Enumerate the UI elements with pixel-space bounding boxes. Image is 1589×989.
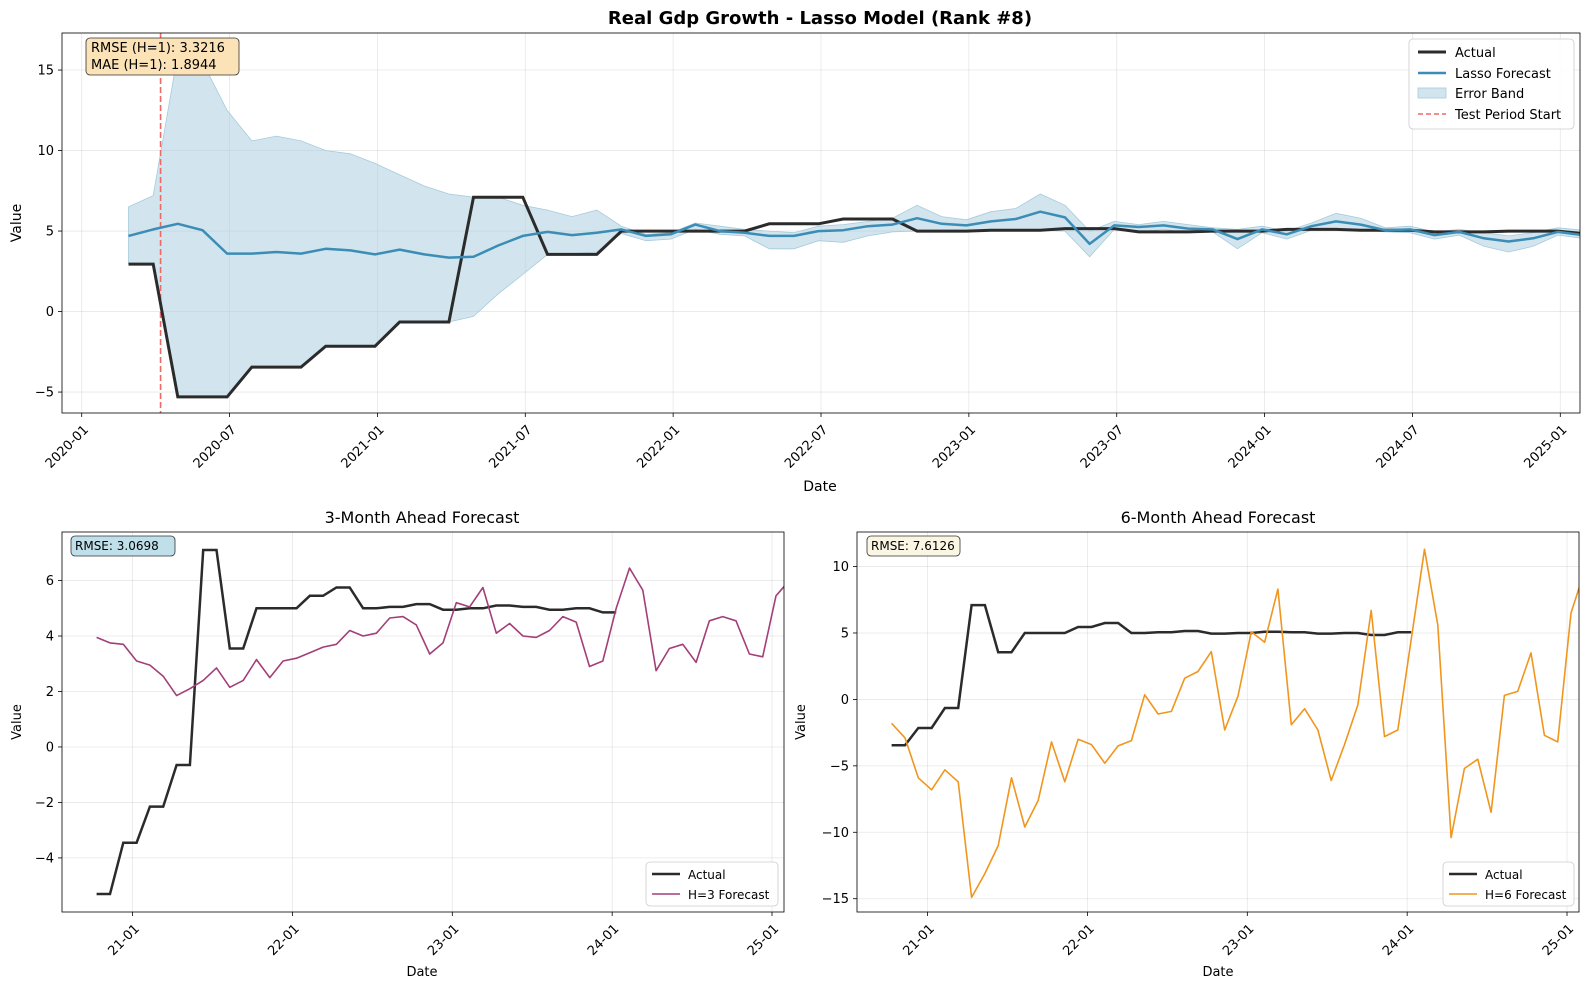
lasso-forecast-line bbox=[128, 210, 1580, 259]
h6-metrics-box: RMSE: 7.6126 bbox=[866, 535, 961, 557]
h3-y-label: Value bbox=[10, 704, 25, 740]
legend-test-start-label: Test Period Start bbox=[1454, 108, 1561, 123]
h6-legend-actual-label: Actual bbox=[1485, 868, 1523, 882]
main-y-tick-label: 5 bbox=[46, 225, 54, 240]
h6-actual-series-line bbox=[891, 603, 1412, 747]
h3-chart: 3-Month Ahead Forecast 21-01 22-01 23-01 24… bbox=[10, 508, 785, 980]
main-metrics-rmse: RMSE (H=1): 3.3216 bbox=[91, 41, 225, 56]
main-y-tick-label: −5 bbox=[35, 386, 54, 401]
h6-lines bbox=[891, 548, 1579, 899]
main-y-tick-label: 0 bbox=[46, 305, 54, 320]
h3-lines bbox=[96, 548, 784, 896]
main-lines bbox=[128, 33, 1580, 413]
h6-x-label: Date bbox=[1202, 965, 1233, 980]
main-error-band bbox=[128, 53, 1580, 398]
h6-legend: Actual H=6 Forecast bbox=[1442, 861, 1575, 907]
actual-series-line bbox=[128, 195, 1580, 399]
main-metrics-mae: MAE (H=1): 1.8944 bbox=[91, 58, 217, 73]
h6-metrics-rmse: RMSE: 7.6126 bbox=[871, 539, 955, 553]
h3-y-tick-label: 4 bbox=[46, 630, 54, 645]
legend-band-label: Error Band bbox=[1455, 87, 1524, 102]
h6-legend-forecast-label: H=6 Forecast bbox=[1485, 888, 1567, 902]
main-metrics-box-bg bbox=[85, 37, 240, 76]
h3-title: 3-Month Ahead Forecast bbox=[325, 508, 520, 527]
h6-y-tick-label: 0 bbox=[841, 693, 849, 708]
h3-actual-series-line bbox=[96, 548, 617, 896]
h3-x-label: Date bbox=[406, 965, 437, 980]
h6-grid bbox=[857, 532, 1579, 912]
h3-y-tick-label: 6 bbox=[46, 574, 54, 589]
h6-y-label: Value bbox=[794, 704, 809, 740]
h3-y-tick-label: 2 bbox=[46, 685, 54, 700]
h6-metrics-box-bg bbox=[866, 535, 961, 557]
main-y-tick-label: 10 bbox=[37, 144, 54, 159]
h3-legend: Actual H=3 Forecast bbox=[645, 861, 779, 907]
h6-forecast-line bbox=[891, 548, 1579, 899]
main-title: Real Gdp Growth - Lasso Model (Rank #8) bbox=[608, 8, 1032, 29]
h3-legend-actual-label: Actual bbox=[688, 868, 726, 882]
h6-y-tick-label: −10 bbox=[822, 826, 849, 841]
h6-axes-frame bbox=[856, 531, 1580, 913]
h6-y-tick-label: −15 bbox=[822, 892, 849, 907]
h3-y-tick-label: −4 bbox=[35, 851, 54, 866]
main-metrics-box: RMSE (H=1): 3.3216 MAE (H=1): 1.8944 bbox=[85, 37, 240, 76]
legend-actual-label: Actual bbox=[1455, 46, 1496, 61]
h6-y-tick-label: −5 bbox=[830, 759, 849, 774]
h3-grid bbox=[62, 532, 784, 912]
h3-axes-frame bbox=[61, 531, 785, 913]
main-legend-frame bbox=[1408, 38, 1575, 130]
h3-metrics-box: RMSE: 3.0698 bbox=[70, 535, 176, 557]
h3-legend-forecast-label: H=3 Forecast bbox=[688, 888, 770, 902]
h6-title: 6-Month Ahead Forecast bbox=[1121, 508, 1316, 527]
legend-lasso-label: Lasso Forecast bbox=[1455, 67, 1551, 82]
error-band-area bbox=[128, 53, 1580, 398]
h3-forecast-line bbox=[96, 567, 784, 697]
main-y-label: Value bbox=[9, 204, 25, 242]
h3-y-tick-label: −2 bbox=[35, 796, 54, 811]
main-legend: Actual Lasso Forecast Error Band Test Pe… bbox=[1408, 38, 1575, 130]
h3-y-tick-label: 0 bbox=[46, 740, 54, 755]
h6-chart: 6-Month Ahead Forecast 21-01 22-01 23-01 24… bbox=[794, 508, 1580, 980]
h3-metrics-box-bg bbox=[70, 535, 176, 557]
legend-band-swatch bbox=[1417, 87, 1447, 99]
h3-metrics-rmse: RMSE: 3.0698 bbox=[75, 539, 159, 553]
h6-y-tick-label: 10 bbox=[832, 560, 849, 575]
h6-y-tick-label: 5 bbox=[841, 626, 849, 641]
main-y-tick-label: 15 bbox=[37, 64, 54, 79]
main-x-label: Date bbox=[803, 479, 836, 495]
